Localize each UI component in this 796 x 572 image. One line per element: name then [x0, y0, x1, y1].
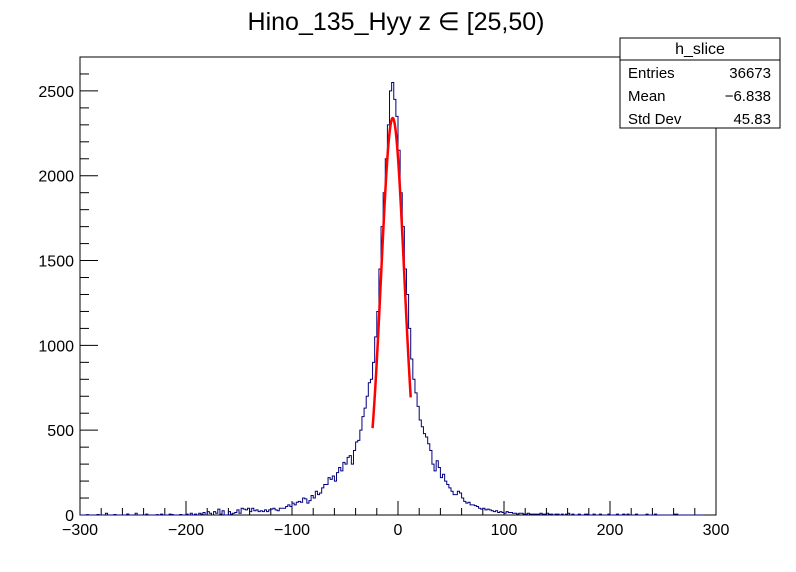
stats-mean-label: Mean [628, 88, 666, 105]
gaussian-fit-curve [371, 116, 412, 429]
y-axis: 0 500 1000 1500 2000 2500 [38, 56, 98, 525]
x-tick-label: −200 [168, 522, 204, 539]
stats-stddev-label: Std Dev [628, 111, 682, 128]
x-tick-label: 0 [394, 522, 403, 539]
y-tick-label: 500 [47, 423, 74, 440]
chart-title: Hino_135_Hyy z ∈ [25,50) [248, 8, 545, 36]
stats-mean-value: −6.838 [725, 88, 771, 105]
x-tick-label: 100 [491, 522, 518, 539]
x-tick-label: 200 [597, 522, 624, 539]
stats-entries-value: 36673 [729, 65, 771, 82]
x-tick-label: −300 [62, 522, 98, 539]
stats-box-title: h_slice [675, 41, 725, 58]
stats-stddev-value: 45.83 [733, 111, 771, 128]
y-tick-label: 2000 [38, 169, 74, 186]
y-tick-label: 0 [65, 508, 74, 525]
histogram-series [80, 81, 704, 516]
x-tick-label: −100 [274, 522, 310, 539]
stats-box-frame [619, 37, 781, 129]
stats-entries-label: Entries [628, 65, 675, 82]
stats-box: h_slice Entries 36673 Mean −6.838 Std De… [619, 37, 781, 129]
y-tick-label: 1000 [38, 338, 74, 355]
y-tick-label: 2500 [38, 84, 74, 101]
y-tick-label: 1500 [38, 254, 74, 271]
x-tick-label: 300 [703, 522, 730, 539]
